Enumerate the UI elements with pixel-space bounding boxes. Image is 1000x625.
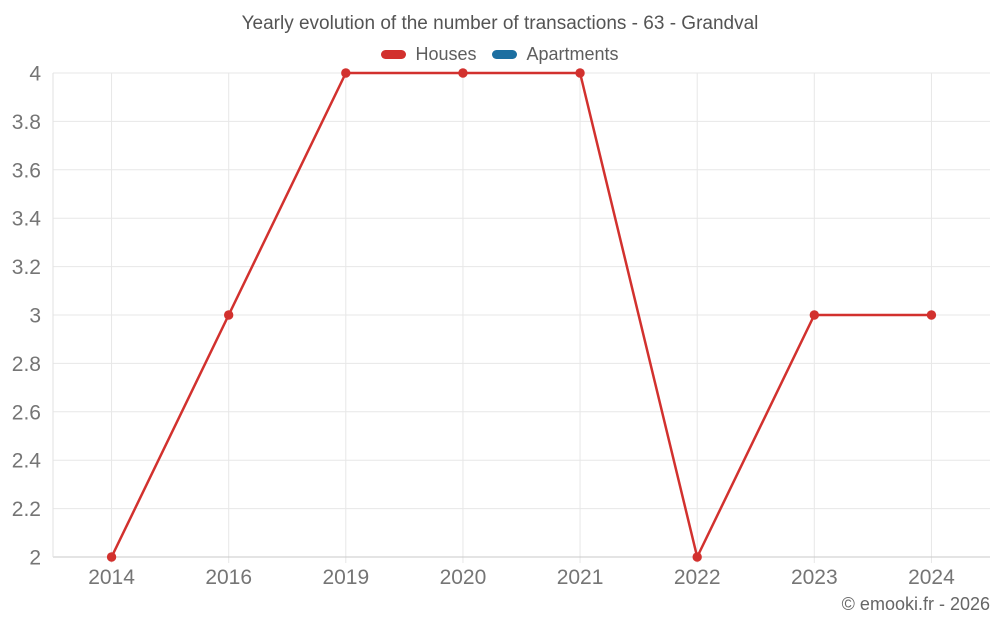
x-tick-label: 2023 [791, 566, 838, 589]
data-point-2020[interactable] [458, 68, 468, 78]
x-tick-label: 2024 [908, 566, 955, 589]
y-tick-label: 2.6 [12, 401, 41, 424]
data-point-2024[interactable] [926, 310, 937, 320]
y-tick-label: 3.4 [12, 208, 42, 231]
houses-line [110, 71, 933, 559]
y-tick-label: 4 [29, 63, 41, 86]
y-tick-label: 2.2 [12, 498, 41, 521]
y-tick-label: 2.4 [12, 450, 42, 473]
x-tick-label: 2022 [674, 566, 721, 589]
y-tick-label: 3.2 [12, 256, 41, 279]
watermark: © emooki.fr - 2026 [841, 594, 990, 614]
y-tick-label: 2 [29, 547, 41, 570]
series-houses [106, 68, 937, 562]
x-tick-label: 2014 [88, 566, 135, 589]
x-tick-label: 2019 [322, 566, 369, 589]
x-tick-label: 2020 [440, 566, 487, 589]
grid-vertical [111, 73, 932, 563]
y-axis-labels: 2 2.2 2.4 2.6 2.8 3 3.2 3.4 3.6 3.8 4 [12, 63, 42, 570]
legend-label-houses: Houses [415, 44, 477, 64]
x-axis-labels: 2014 2016 2019 2020 2021 2022 2023 2024 [88, 566, 955, 589]
grid-horizontal [53, 72, 990, 558]
data-point-2021[interactable] [575, 68, 585, 78]
houses-series-swatch-icon [381, 50, 407, 59]
chart-title: Yearly evolution of the number of transa… [241, 13, 759, 34]
x-tick-label: 2016 [205, 566, 252, 589]
y-tick-label: 3.6 [12, 159, 41, 182]
data-point-2023[interactable] [809, 310, 820, 320]
data-point-2016[interactable] [223, 310, 234, 320]
apartments-series-swatch-icon [492, 50, 518, 59]
legend-item-houses[interactable]: Houses [381, 44, 476, 65]
data-point-2019[interactable] [341, 68, 351, 78]
y-tick-label: 3.8 [12, 111, 41, 134]
legend-label-apartments: Apartments [526, 44, 619, 64]
x-tick-label: 2021 [557, 566, 604, 589]
data-point-2014[interactable] [106, 552, 117, 562]
data-point-2022[interactable] [692, 552, 702, 562]
y-tick-label: 3 [29, 305, 41, 328]
y-tick-label: 2.8 [12, 353, 41, 376]
legend-item-apartments[interactable]: Apartments [492, 44, 619, 65]
chart-legend: Houses Apartments [0, 44, 1000, 65]
